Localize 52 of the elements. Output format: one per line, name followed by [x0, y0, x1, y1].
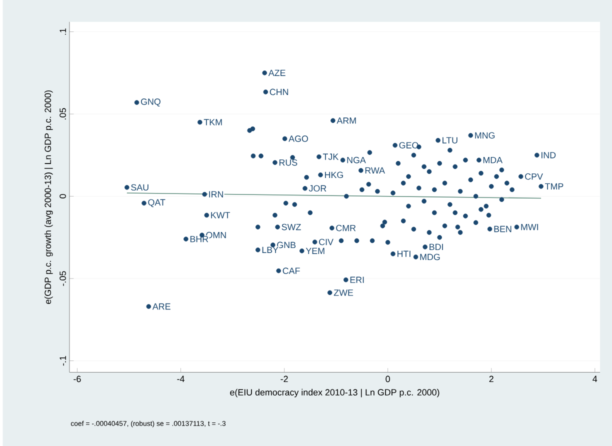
data-label: HTI [398, 250, 410, 257]
data-label: BDI [430, 244, 443, 250]
data-label: GNB [277, 242, 296, 248]
data-label: BHR [190, 236, 208, 242]
y-tick-label: -.1 [60, 356, 66, 366]
data-label: MDA [483, 157, 503, 164]
data-label: TMP [545, 183, 564, 190]
data-label: CPV [525, 173, 543, 180]
data-label: LBY [262, 246, 278, 253]
data-label: ZWE [334, 290, 354, 296]
data-label: CAF [282, 268, 300, 274]
x-tick-label: 0 [386, 376, 390, 382]
data-label: RUS [279, 159, 298, 166]
data-label: ERI [350, 276, 364, 283]
data-label: SAU [131, 184, 148, 191]
x-tick-label: -4 [177, 376, 184, 382]
data-label: IRN [209, 191, 223, 198]
data-label: CIV [319, 238, 334, 246]
data-label: YEM [306, 248, 324, 254]
x-tick-label: 4 [592, 376, 598, 382]
data-label: MWI [521, 224, 538, 230]
data-label: RWA [365, 167, 385, 174]
data-label: AZE [268, 70, 286, 76]
data-label: ARM [336, 118, 356, 124]
x-axis-title: e(EIU democracy index 2010-13 | Ln GDP p.c. 2000) [230, 388, 440, 398]
data-label: SWZ [282, 224, 301, 230]
data-label: GNQ [140, 98, 160, 106]
data-label: MNG [475, 132, 495, 139]
data-label: HKG [325, 172, 343, 178]
data-label: CMR [336, 224, 356, 232]
y-tick-label: .05 [60, 108, 66, 120]
data-label: TJK [322, 154, 339, 160]
data-label: LTU [442, 137, 458, 144]
data-label: GEO [399, 142, 418, 148]
data-label: NGA [347, 156, 366, 164]
x-tick-label: -6 [74, 376, 81, 382]
data-label: AGO [288, 136, 308, 142]
x-tick-label: -2 [280, 376, 288, 382]
y-axis-title: e(GDP p.c. growth (avg 2000-13) | Ln GDP p.c. 2000) [44, 90, 53, 304]
data-label: TKM [204, 119, 222, 126]
x-tick-label: 2 [489, 376, 494, 382]
y-tick-label: .1 [60, 28, 66, 35]
data-label: CHN [270, 88, 288, 96]
data-label: KWT [211, 212, 230, 218]
data-label: ARE [152, 303, 170, 310]
data-label: JOR [308, 185, 326, 192]
y-tick-label: 0 [60, 194, 66, 198]
data-label: QAT [148, 199, 166, 208]
y-tick-label: -.05 [60, 271, 66, 286]
data-label: BEN [494, 226, 512, 232]
data-label: IND [542, 152, 556, 158]
data-label: MDG [420, 254, 440, 260]
